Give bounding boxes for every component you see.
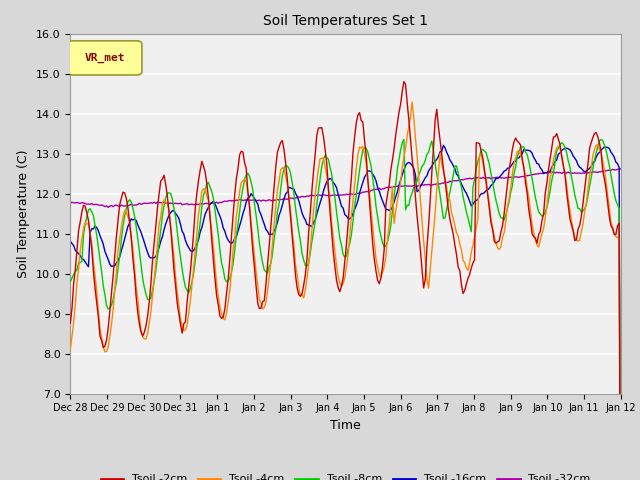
- Title: Soil Temperatures Set 1: Soil Temperatures Set 1: [263, 14, 428, 28]
- Legend: Tsoil -2cm, Tsoil -4cm, Tsoil -8cm, Tsoil -16cm, Tsoil -32cm: Tsoil -2cm, Tsoil -4cm, Tsoil -8cm, Tsoi…: [96, 470, 595, 480]
- Text: VR_met: VR_met: [84, 53, 125, 63]
- Y-axis label: Soil Temperature (C): Soil Temperature (C): [17, 149, 30, 278]
- X-axis label: Time: Time: [330, 419, 361, 432]
- FancyBboxPatch shape: [68, 41, 142, 75]
